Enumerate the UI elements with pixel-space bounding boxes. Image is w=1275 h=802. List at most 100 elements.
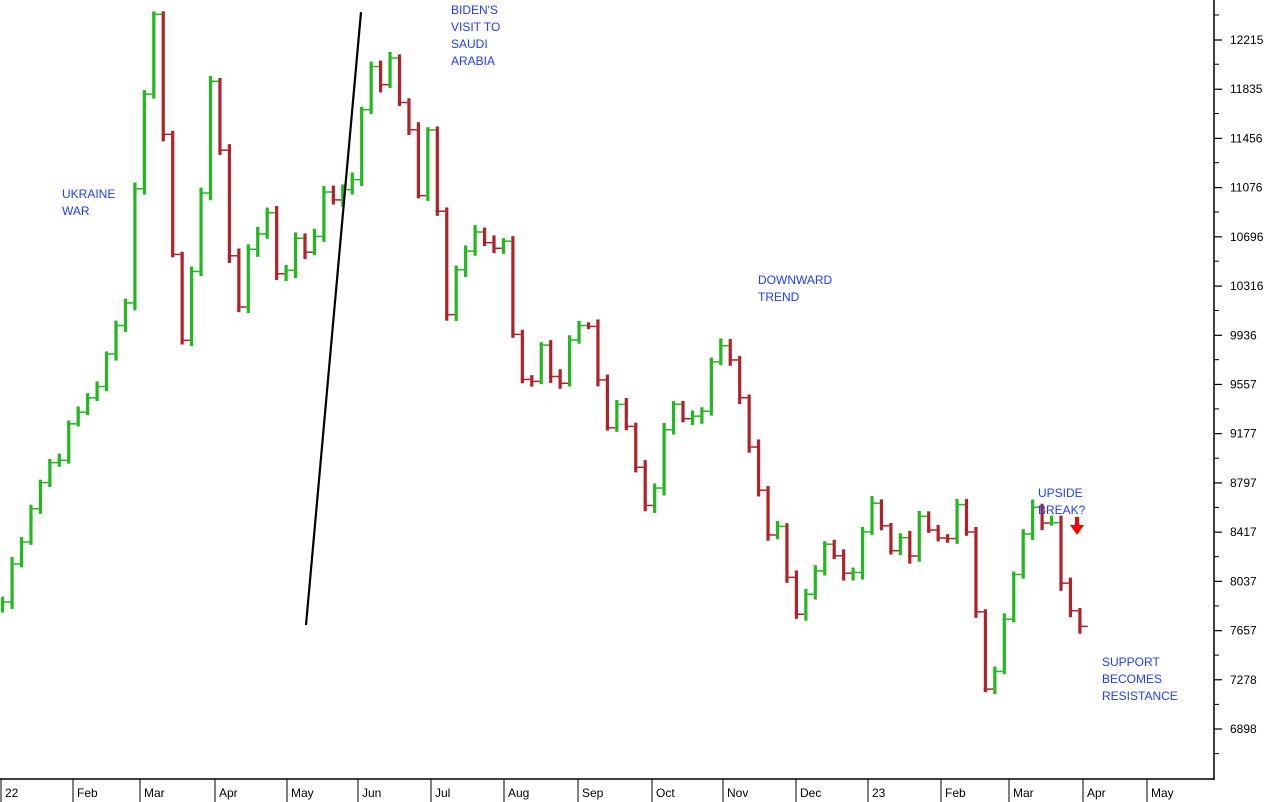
x-tick-label: Dec: [800, 786, 821, 800]
up-bar: [568, 335, 572, 387]
up-bar: [322, 186, 326, 242]
up-bar: [10, 557, 14, 609]
up-bar: [1, 596, 5, 613]
up-bar: [860, 527, 865, 580]
down-bar: [1068, 577, 1073, 618]
down-bar: [511, 236, 515, 338]
arrow-shaft: [1075, 517, 1079, 526]
down-bar: [407, 98, 411, 136]
up-bar: [208, 75, 213, 201]
up-bar: [48, 458, 52, 488]
y-tick-label: 8037: [1230, 574, 1257, 588]
down-bar: [596, 319, 600, 387]
down-bar: [180, 251, 184, 345]
down-bar: [275, 206, 279, 280]
up-bar: [709, 357, 713, 416]
x-tick-label: Oct: [656, 786, 675, 800]
down-bar: [558, 369, 562, 389]
up-bar: [199, 187, 203, 277]
down-bar: [492, 235, 496, 254]
y-tick-label: 9557: [1230, 377, 1257, 391]
down-bar: [237, 248, 241, 313]
down-bar: [624, 397, 628, 431]
up-bar: [133, 182, 137, 311]
up-bar: [501, 238, 506, 254]
up-bar: [95, 381, 99, 402]
y-tick-label: 6898: [1230, 722, 1257, 736]
up-bar: [190, 266, 194, 347]
x-tick-label: 23: [872, 786, 886, 800]
up-bar: [256, 226, 260, 257]
annotations: UKRAINE WAR BIDEN'S VISIT TO SAUDI ARABIA DOWN…: [62, 3, 1178, 703]
down-bar: [889, 523, 893, 555]
up-bar: [993, 666, 997, 695]
up-bar: [719, 338, 723, 366]
upside-break-arrow: [1070, 517, 1084, 535]
down-bar: [549, 340, 553, 383]
up-bar: [312, 228, 317, 256]
down-bar: [879, 499, 884, 531]
up-bar: [1012, 571, 1016, 623]
x-tick-label: May: [291, 786, 314, 800]
up-bar: [473, 225, 477, 256]
annotation-support: SUPPORT BECOMES RESISTANCE: [1102, 655, 1178, 703]
up-bar: [19, 536, 24, 568]
x-tick-label: Sep: [582, 786, 604, 800]
y-axis: 6898 7278 7657 8037 8417 8797 9177 9557 9936 1031…: [1214, 14, 1264, 755]
up-bar: [917, 510, 921, 562]
down-bar: [634, 422, 638, 473]
x-axis: 22 Feb Mar Apr May Jun Jul Aug Sep Oct Nov Dec 23 Feb…: [0, 779, 1174, 802]
down-bar: [936, 524, 940, 542]
up-bar: [67, 420, 71, 464]
down-bar: [974, 526, 978, 618]
y-tick-label: 9936: [1230, 328, 1257, 342]
down-bar: [482, 227, 487, 247]
up-bar: [690, 410, 695, 426]
up-bar: [265, 207, 269, 239]
down-bar: [331, 185, 335, 205]
down-bar: [397, 54, 402, 106]
annotation-biden: BIDEN'S VISIT TO SAUDI ARABIA: [451, 3, 500, 68]
up-bar: [898, 533, 902, 556]
y-tick-label: 8797: [1230, 476, 1257, 490]
up-bar: [426, 127, 430, 201]
up-bar: [369, 61, 373, 115]
down-bar: [1078, 608, 1082, 634]
up-bar: [1049, 515, 1054, 526]
up-bar: [104, 351, 109, 392]
up-bar: [851, 567, 855, 581]
up-bar: [653, 483, 657, 513]
down-bar: [435, 126, 439, 216]
y-tick-label: 11456: [1230, 131, 1263, 145]
up-bar: [246, 244, 250, 314]
up-bar: [123, 298, 128, 332]
up-bar: [114, 320, 118, 361]
y-tick-label: 12215: [1230, 33, 1264, 47]
down-bar: [681, 400, 685, 423]
price-bars: [1, 11, 1088, 695]
up-bar: [823, 541, 827, 576]
y-tick-label: 7278: [1230, 673, 1257, 687]
up-bar: [86, 393, 90, 416]
up-bar: [700, 407, 704, 424]
annotation-downward: DOWNWARD TREND: [758, 273, 833, 304]
down-bar: [1040, 503, 1044, 531]
x-tick-label: Apr: [1087, 786, 1106, 800]
down-bar: [303, 233, 307, 260]
down-bar: [643, 460, 647, 512]
x-tick-label: Mar: [144, 786, 165, 800]
up-bar: [142, 90, 146, 195]
down-bar: [218, 78, 222, 155]
up-bar: [464, 245, 468, 277]
x-tick-label: 22: [5, 786, 19, 800]
up-bar: [360, 106, 364, 186]
up-bar: [350, 172, 354, 195]
down-bar: [785, 523, 789, 583]
up-bar: [671, 401, 676, 435]
up-bar: [775, 520, 780, 540]
down-bar: [161, 11, 165, 142]
up-bar: [152, 11, 156, 99]
up-bar: [1021, 529, 1025, 579]
up-bar: [577, 320, 581, 344]
